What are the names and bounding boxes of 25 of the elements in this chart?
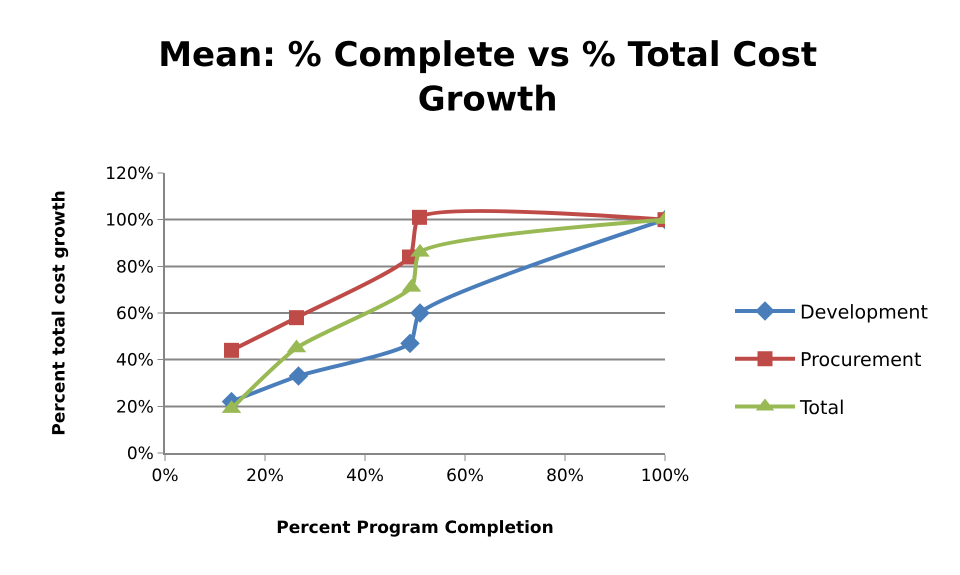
legend-label: Development bbox=[800, 301, 928, 324]
y-tick-label: 120% bbox=[105, 164, 154, 184]
point bbox=[288, 366, 308, 386]
x-tick-label: 100% bbox=[640, 466, 690, 486]
y-tick-label: 100% bbox=[105, 210, 154, 231]
point bbox=[412, 210, 427, 225]
y-tick-label: 80% bbox=[116, 257, 154, 278]
y-tick-label: 20% bbox=[116, 397, 154, 418]
x-tick-label: 20% bbox=[246, 466, 284, 486]
x-tick-label: 60% bbox=[446, 466, 484, 486]
y-tick-label: 0% bbox=[126, 444, 154, 464]
chart-title: Mean: % Complete vs % Total Cost Growth bbox=[158, 35, 818, 120]
x-tick-label: 80% bbox=[546, 466, 584, 486]
legend-label: Procurement bbox=[800, 349, 922, 372]
y-tick-label: 60% bbox=[116, 304, 154, 324]
y-tick-label: 40% bbox=[116, 350, 154, 371]
point bbox=[410, 303, 430, 323]
x-axis-title: Percent Program Completion bbox=[276, 518, 554, 538]
x-tick-label: 40% bbox=[346, 466, 384, 486]
point bbox=[400, 334, 420, 354]
legend-label: Total bbox=[799, 396, 844, 419]
y-axis-title: Percent total cost growth bbox=[49, 190, 70, 436]
point bbox=[289, 310, 304, 326]
point bbox=[224, 342, 239, 358]
x-tick-label: 0% bbox=[152, 466, 178, 486]
